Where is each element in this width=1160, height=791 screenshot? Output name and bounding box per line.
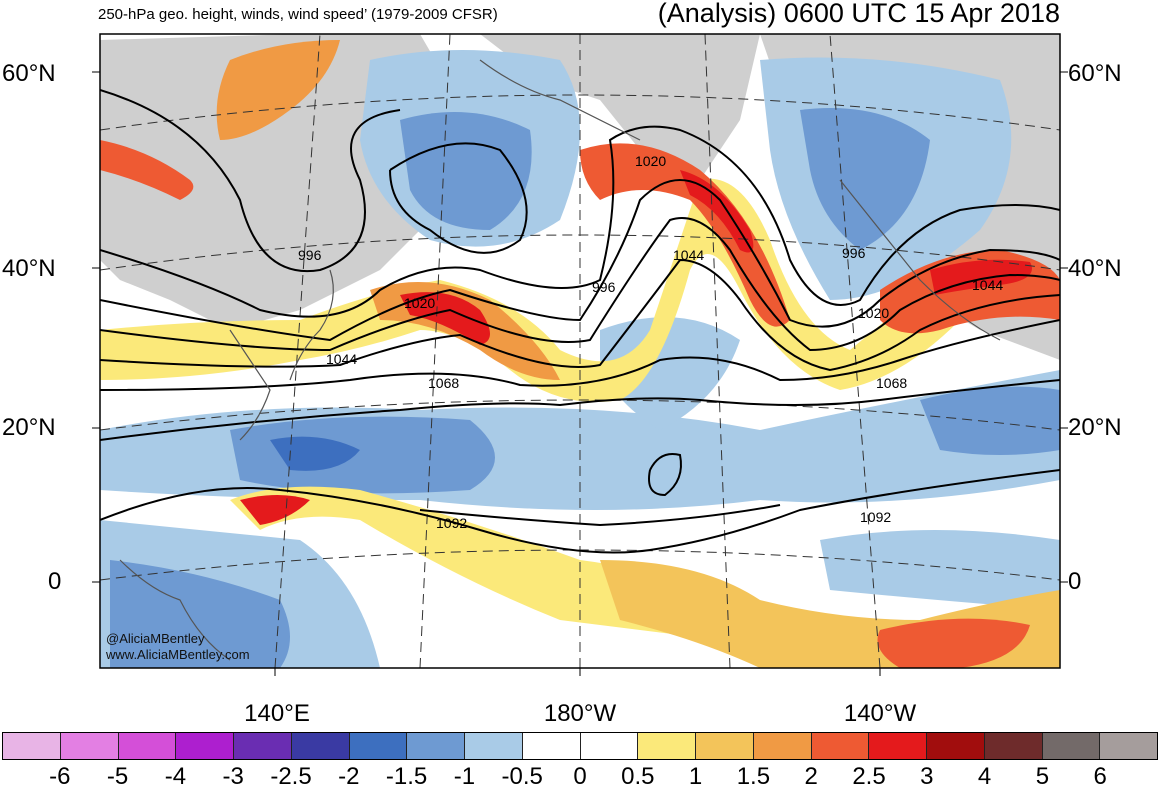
contour-label: 996 [298,247,322,263]
chart-subtitle: 250-hPa geo. height, winds, wind speed’ … [98,6,498,23]
blue-region-10 [110,560,290,668]
colorbar-box [1042,733,1101,759]
colorbar-tick-label: 3 [920,763,934,790]
lat-label-right: 0 [1068,568,1082,595]
contour-label: 1068 [876,375,907,391]
jet-core-2 [580,143,790,327]
analysis-time-title: (Analysis) 0600 UTC 15 Apr 2018 [657,0,1060,28]
credit-handle: @AliciaMBentley [106,631,205,646]
map-plot: 996 996 996 1020 1020 1020 1044 1044 104… [92,33,1068,676]
colorbar-tick-label: -4 [164,763,187,790]
lon-label: 140°W [843,700,917,727]
contour-label: 1044 [972,277,1003,293]
lon-label: 140°E [244,700,310,727]
colorbar-box [869,733,927,759]
contour-label-group: 996 996 996 1020 1020 1020 1044 1044 104… [298,153,1003,531]
colorbar-tick-label: 0 [573,763,587,790]
lat-label-left: 40°N [2,255,56,282]
colorbar-tick-label: -2 [338,763,360,790]
contour-label: 1020 [635,153,666,169]
colorbar-tick-label: -6 [49,763,71,790]
lon-label: 180°W [543,700,617,727]
lat-label-left: 60°N [2,60,56,87]
lat-label-left: 0 [48,568,62,595]
blue-region-8 [920,386,1060,455]
contour-label: 1020 [404,295,435,311]
colorbar-tick-label: 0.5 [621,763,655,790]
colorbar-box [3,733,61,759]
colorbar-tick-label: 2 [804,763,818,790]
colorbar-box [811,733,870,759]
colorbar-box [753,733,812,759]
colorbar-box [176,733,234,759]
contour-label: 996 [842,245,866,261]
colorbar-box [407,733,465,759]
colorbar-tick-label: -1 [453,763,476,790]
blue-region-6 [230,416,495,494]
colorbar-tick-label: 5 [1035,763,1050,790]
blue-region-4 [800,108,930,250]
frame-ticks [92,71,1068,676]
colorbar-box [1100,733,1157,759]
jet-tropical [230,486,740,640]
colorbar-tick-label: -0.5 [501,763,543,790]
colorbar-box [696,733,754,759]
jet-core-2-max [680,170,754,253]
colorbar-box [234,733,292,759]
colorbar-box [984,733,1043,759]
blue-region-2 [400,112,532,230]
contour-label: 1092 [436,515,467,531]
credit-website: www.AliciaMBentley.com [106,647,250,662]
jet-tropical-east-core [877,618,1030,668]
colorbar-tick-label: 1.5 [736,763,771,790]
colorbar-tick-label: 4 [977,763,992,790]
colorbar-box [465,733,523,759]
colorbar-tick-label: -2.5 [270,763,312,790]
blue-region-11 [600,317,740,430]
colorbar-tick-label: -5 [106,763,129,790]
contour-label: 996 [592,279,616,295]
blue-region-12 [820,530,1060,610]
colorbar-box [60,733,119,759]
jet-nw [100,140,194,200]
colorbar-box [291,733,350,759]
colorbar-box [927,733,985,759]
lat-label-right: 40°N [1068,255,1122,282]
lat-label-right: 20°N [1068,414,1122,441]
colorbar-tick-label: 6 [1093,763,1107,790]
colorbar-box [118,733,177,759]
lat-label-right: 60°N [1068,60,1122,87]
colorbar-box [349,733,408,759]
colorbar-box [522,733,581,759]
coastlines [119,59,1001,661]
contour-label: 1044 [326,351,357,367]
height-contours [100,89,1060,554]
contour-label: 1044 [673,247,704,263]
colorbar-box [638,733,696,759]
colorbar-tick-label: -1.5 [385,763,428,790]
colorbar-tick-label: 2.5 [852,763,886,790]
colorbar [2,732,1158,760]
colorbar-tick-label: 1 [688,763,703,790]
colorbar-tick-label: -3 [222,763,244,790]
colorbar-box [580,733,639,759]
lat-label-left: 20°N [2,414,56,441]
jet-tropical-core [240,495,310,525]
jet-north [216,40,340,140]
blue-region-7 [270,436,360,471]
jet-core-1-max [400,292,490,345]
contour-label: 1092 [860,509,891,525]
contour-label: 1068 [428,375,459,391]
contour-label: 1020 [858,305,889,321]
